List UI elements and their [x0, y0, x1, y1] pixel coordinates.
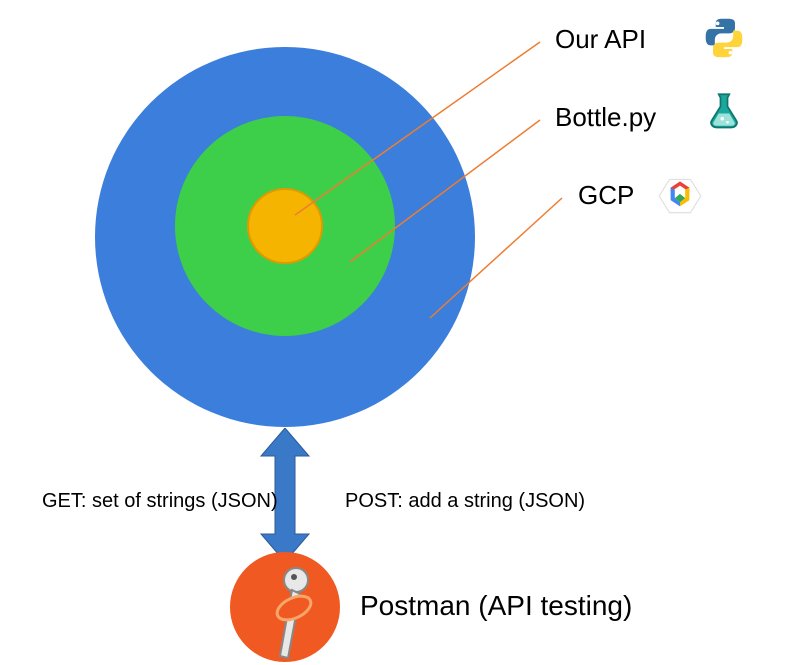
label-postman: Postman (API testing) [360, 590, 632, 622]
label-post: POST: add a string (JSON) [345, 490, 585, 513]
inner-circle-api [247, 188, 323, 264]
python-icon [700, 14, 748, 62]
flask-icon [700, 86, 748, 134]
label-our-api: Our API [555, 24, 646, 55]
label-bottle-py: Bottle.py [555, 102, 656, 133]
postman-icon [248, 560, 328, 660]
label-get: GET: set of strings (JSON) [42, 490, 278, 513]
label-gcp: GCP [578, 180, 634, 211]
gcp-icon [652, 168, 708, 224]
